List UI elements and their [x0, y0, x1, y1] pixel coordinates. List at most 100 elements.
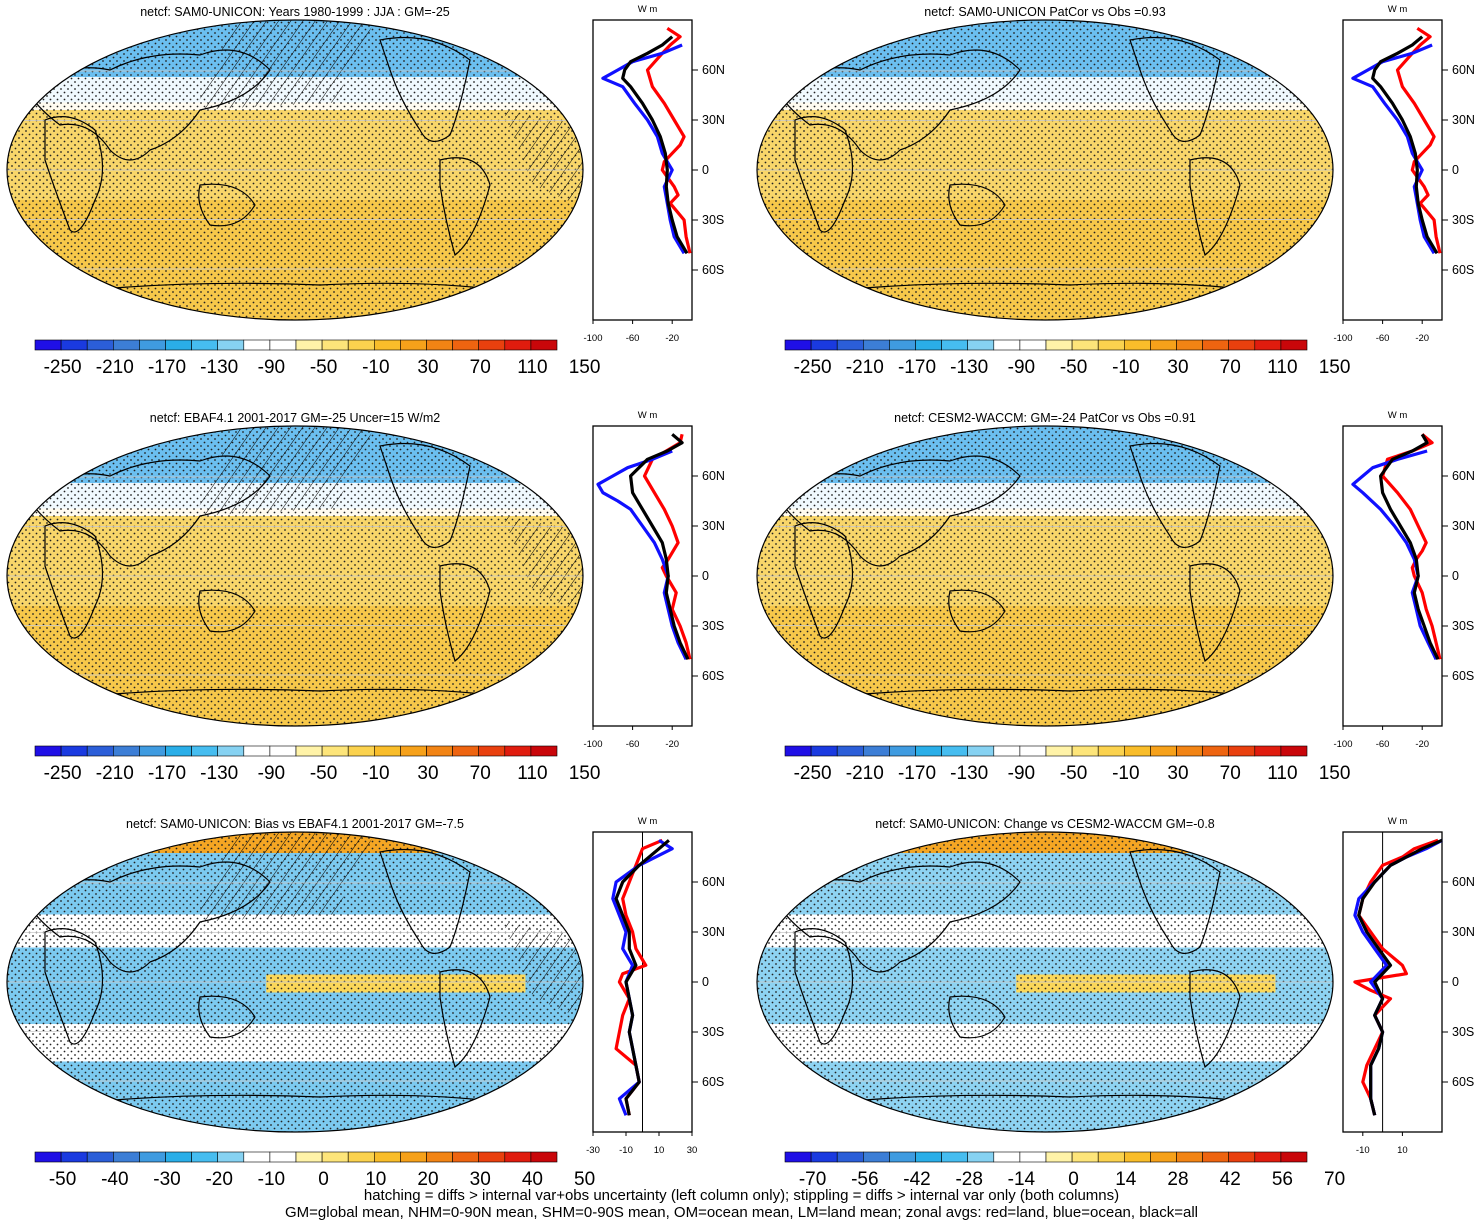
colorbar-swatch	[165, 1151, 192, 1163]
colorbar-label: -50	[310, 357, 337, 378]
colorbar-swatch	[165, 745, 192, 757]
lat-tick-label: 60N	[1452, 875, 1475, 889]
colorbar-label: 28	[1167, 1169, 1188, 1190]
colorbar-label: -20	[205, 1169, 232, 1190]
colorbar-swatch	[915, 745, 942, 757]
coastline	[439, 157, 491, 257]
colorbar-label: 70	[1324, 1169, 1345, 1190]
colorbar-swatch	[504, 1151, 532, 1163]
colorbar-swatch	[1228, 1151, 1256, 1163]
panel-title: netcf: EBAF4.1 2001-2017 GM=-25 Uncer=15…	[150, 411, 440, 425]
colorbar-swatch	[139, 339, 166, 351]
lat-tick-label: 60N	[702, 469, 725, 483]
zonal-units: W m	[1388, 4, 1408, 15]
coastline	[779, 49, 1021, 161]
lat-tick-label: 0	[702, 163, 709, 177]
colorbar-swatch	[426, 745, 453, 757]
zonal-units: W m	[1388, 410, 1408, 421]
colorbar-swatch	[1123, 1151, 1151, 1163]
colorbar-swatch	[1123, 339, 1151, 351]
colorbar-swatch	[1097, 745, 1125, 757]
lat-tick-label: 30S	[702, 213, 724, 227]
colorbar-label: -40	[101, 1169, 128, 1190]
colorbar-swatch	[889, 745, 916, 757]
zonal-x-tick-label: -20	[1415, 739, 1429, 750]
coastline	[44, 116, 104, 233]
lat-tick-label: 60S	[702, 263, 724, 277]
colorbar-swatch	[217, 339, 245, 351]
lat-tick-label: 30S	[1452, 1025, 1474, 1039]
lat-tick-label: 60S	[1452, 1075, 1474, 1089]
colorbar-swatch	[347, 1151, 375, 1163]
colorbar-swatch	[1202, 1151, 1230, 1163]
colorbar-swatch	[269, 745, 297, 757]
colorbar-swatch	[504, 339, 532, 351]
colorbar-swatch	[452, 339, 480, 351]
colorbar-swatch	[86, 745, 114, 757]
colorbar-swatch	[426, 1151, 453, 1163]
zonal-mean-plot: W m 60N 30N 0 30S 60S -100 -60 -20	[583, 4, 724, 344]
colorbar-swatch	[60, 745, 88, 757]
colorbar-swatch	[863, 745, 890, 757]
map-border	[756, 19, 1334, 321]
colorbar-swatch	[1071, 339, 1099, 351]
colorbar-swatch	[1150, 339, 1177, 351]
colorbar-label: 70	[470, 763, 491, 784]
panel-title: netcf: CESM2-WACCM: GM=-24 PatCor vs Obs…	[894, 411, 1196, 425]
coastline	[1189, 157, 1241, 257]
zonal-series-land	[1395, 26, 1442, 254]
colorbar-swatch	[967, 1151, 995, 1163]
colorbar-swatch	[243, 339, 271, 351]
colorbar-label: -250	[44, 763, 82, 784]
colorbar-swatch	[1019, 339, 1047, 351]
colorbar-label: 10	[365, 1169, 386, 1190]
colorbar-label: 56	[1272, 1169, 1293, 1190]
colorbar-swatch	[113, 1151, 140, 1163]
colorbar-label: 30	[417, 357, 438, 378]
zonal-series-ocean	[1351, 449, 1438, 660]
colorbar-swatch	[34, 1151, 62, 1163]
coastline	[794, 522, 854, 639]
coastline	[839, 688, 1251, 697]
colorbar-label: -56	[851, 1169, 878, 1190]
colorbar-label: 0	[1068, 1169, 1079, 1190]
panel-title: netcf: SAM0-UNICON: Bias vs EBAF4.1 2001…	[126, 817, 464, 831]
colorbar-swatch	[1150, 1151, 1177, 1163]
map-border	[756, 831, 1334, 1133]
panel-title: netcf: SAM0-UNICON: Change vs CESM2-WACC…	[875, 817, 1215, 831]
map-field	[7, 20, 583, 320]
coastline	[1129, 849, 1221, 954]
lat-tick-label: 60N	[1452, 63, 1475, 77]
colorbar-label: 110	[517, 357, 547, 378]
zonal-x-tick-label: -100	[583, 333, 602, 344]
lat-tick-label: 60S	[702, 1075, 724, 1089]
colorbar-swatch	[784, 1151, 812, 1163]
colorbar-swatch	[810, 1151, 838, 1163]
lat-tick-label: 0	[1452, 569, 1459, 583]
colorbar-label: -70	[799, 1169, 826, 1190]
colorbar-label: -130	[200, 763, 238, 784]
zonal-series-land	[1353, 838, 1439, 1116]
colorbar: -250 -210 -170 -130 -90 -50 -10 30 70 110 150	[784, 339, 1351, 378]
lat-tick-label: 30N	[702, 519, 725, 533]
colorbar-swatch	[1123, 745, 1151, 757]
zonal-x-tick-label: -20	[665, 333, 679, 344]
coastline	[779, 861, 1021, 973]
colorbar-label: -30	[153, 1169, 180, 1190]
colorbar-label: 40	[522, 1169, 543, 1190]
zonal-x-tick-label: 10	[654, 1145, 665, 1156]
zonal-series-all	[1378, 433, 1440, 660]
colorbar-swatch	[400, 745, 427, 757]
colorbar-label: 150	[1319, 357, 1351, 378]
colorbar-swatch	[269, 1151, 297, 1163]
colorbar-swatch	[295, 339, 323, 351]
colorbar-swatch	[321, 745, 349, 757]
zonal-x-tick-label: -60	[626, 333, 640, 344]
colorbar-swatch	[373, 745, 401, 757]
zonal-x-tick-label: -60	[1376, 739, 1390, 750]
coastline	[779, 455, 1021, 567]
colorbar-label: -210	[846, 357, 884, 378]
colorbar-swatch	[321, 339, 349, 351]
map-border	[6, 19, 584, 321]
zonal-series-ocean	[1353, 838, 1443, 1116]
